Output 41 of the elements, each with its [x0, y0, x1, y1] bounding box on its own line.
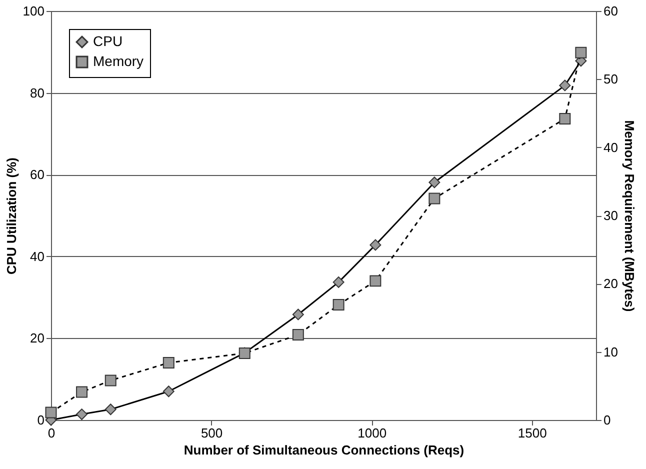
legend-label: CPU: [93, 33, 123, 49]
x-tick-label: 0: [48, 426, 56, 440]
point: [370, 239, 382, 251]
point: [45, 406, 57, 418]
point: [292, 329, 304, 341]
point: [559, 80, 571, 92]
y2-tick-label: 50: [604, 72, 618, 87]
y2-tick-label: 20: [604, 276, 618, 292]
y-tick-label: 60: [30, 167, 44, 182]
x-tick-label: 500: [200, 426, 223, 440]
x-tick-label: 1000: [358, 426, 387, 440]
y2-tick-label: 60: [604, 4, 618, 18]
point: [370, 275, 382, 287]
legend-label: Memory: [93, 53, 144, 69]
y2-tick-label: 0: [604, 412, 611, 428]
y-axis-title: CPU Utilization (%): [4, 158, 19, 274]
point: [162, 386, 174, 398]
point: [104, 404, 116, 416]
x-axis-title: Number of Simultaneous Connections (Reqs): [184, 442, 464, 458]
point: [428, 176, 440, 188]
point: [428, 192, 440, 204]
point: [76, 386, 88, 398]
y-tick-label: 20: [30, 330, 44, 346]
point: [332, 299, 344, 311]
point: [559, 112, 571, 124]
y-tick-label: 80: [30, 85, 44, 100]
point: [238, 347, 250, 359]
y-tick-label: 40: [30, 248, 44, 264]
y2-tick-label: 10: [604, 344, 618, 360]
point: [575, 46, 587, 58]
y-tick-label: 100: [22, 4, 44, 18]
point: [76, 408, 88, 420]
y2-tick-label: 30: [604, 208, 618, 223]
point: [162, 356, 174, 368]
y2-axis-title: Memory Requirement (MBytes): [622, 120, 637, 312]
y2-tick-label: 40: [604, 140, 618, 155]
point: [292, 308, 304, 320]
x-tick-label: 1500: [518, 426, 547, 440]
point: [332, 276, 344, 288]
y-tick-label: 0: [37, 412, 44, 428]
point: [104, 374, 116, 386]
